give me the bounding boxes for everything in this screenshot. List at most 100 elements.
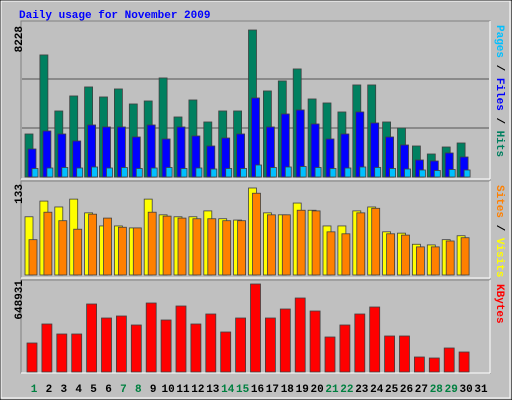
bar	[222, 220, 232, 276]
bar	[175, 305, 187, 373]
bar	[41, 323, 53, 373]
bar	[130, 324, 142, 373]
bar	[463, 169, 471, 178]
x-tick-label: 22	[340, 384, 353, 396]
x-tick-label: 17	[266, 384, 279, 396]
bar	[448, 169, 456, 178]
bar	[220, 331, 232, 373]
bar	[279, 308, 291, 373]
bar	[207, 218, 217, 276]
x-tick-label: 11	[176, 384, 190, 396]
x-tick-label: 24	[370, 384, 384, 396]
y-tick-label: 133	[14, 184, 26, 204]
bar	[26, 342, 38, 373]
bar	[255, 164, 262, 178]
bar	[374, 167, 382, 178]
legend-separator: /	[493, 111, 505, 131]
bar	[118, 226, 127, 276]
bar	[237, 220, 247, 276]
bar	[404, 168, 411, 178]
bar	[296, 209, 306, 276]
x-tick-label: 23	[355, 384, 369, 396]
x-tick-label: 29	[445, 384, 458, 396]
bar	[145, 302, 157, 373]
bar	[311, 210, 321, 276]
x-tick-label: 10	[161, 384, 174, 396]
x-tick-label: 14	[221, 384, 235, 396]
bar	[460, 237, 470, 276]
bar	[354, 313, 366, 373]
x-tick-label: 2	[46, 384, 53, 396]
x-tick-label: 19	[296, 384, 309, 396]
bar	[344, 167, 352, 178]
bar	[250, 283, 261, 373]
bar	[160, 319, 172, 373]
bar	[46, 167, 54, 178]
bar	[28, 239, 38, 276]
legend-entry: Visits	[493, 238, 505, 278]
bar	[264, 317, 276, 373]
bar	[86, 303, 97, 373]
legend-entry: Hits	[493, 131, 505, 157]
bar	[324, 336, 336, 373]
bar	[150, 167, 158, 178]
y-tick-label: 8228	[14, 26, 26, 53]
bar	[266, 214, 276, 276]
bar	[192, 218, 202, 276]
x-tick-label: 3	[60, 384, 67, 396]
bar	[132, 227, 142, 276]
bar	[339, 324, 351, 373]
bar	[56, 333, 68, 373]
bar	[180, 168, 188, 178]
bar	[162, 215, 172, 276]
bar	[389, 168, 397, 178]
bar	[76, 167, 84, 178]
bar	[71, 333, 83, 373]
x-tick-label: 18	[281, 384, 295, 396]
bar	[399, 335, 410, 373]
y-tick-label: 648931	[14, 280, 26, 320]
x-tick-label: 31	[474, 384, 488, 396]
bar	[103, 217, 112, 276]
bar	[116, 315, 127, 373]
x-tick-label: 21	[325, 384, 339, 396]
bar	[61, 167, 69, 178]
x-tick-label: 1	[31, 384, 38, 396]
bar	[415, 246, 425, 276]
bar	[43, 211, 53, 276]
bar	[135, 168, 143, 178]
bar	[235, 317, 247, 373]
bar	[269, 167, 277, 178]
x-tick-label: 25	[385, 384, 399, 396]
bar	[195, 167, 203, 178]
legend-separator: /	[493, 218, 505, 238]
bar	[458, 351, 470, 373]
bar	[371, 207, 381, 276]
bar	[329, 168, 337, 178]
x-tick-label: 27	[415, 384, 428, 396]
bar	[443, 347, 455, 373]
bar	[284, 166, 292, 178]
legend-entry: KBytes	[493, 284, 505, 324]
x-tick-label: 12	[191, 384, 204, 396]
bar	[428, 357, 440, 373]
bar	[294, 297, 306, 373]
bar	[177, 217, 187, 276]
legend: Sites / Visits	[493, 185, 505, 277]
bar	[433, 170, 441, 178]
bar	[31, 168, 39, 178]
legend: Pages / Files / Hits	[493, 25, 505, 157]
bar	[356, 212, 366, 276]
bar	[384, 335, 396, 373]
bar	[73, 228, 83, 276]
bar	[430, 246, 440, 276]
x-tick-label: 30	[459, 384, 472, 396]
x-tick-label: 7	[120, 384, 127, 396]
legend-entry: Sites	[493, 185, 505, 218]
bar	[445, 240, 455, 276]
bar	[240, 168, 248, 178]
legend-entry: Pages	[493, 25, 505, 58]
x-tick-label: 13	[206, 384, 220, 396]
bar	[205, 313, 217, 373]
